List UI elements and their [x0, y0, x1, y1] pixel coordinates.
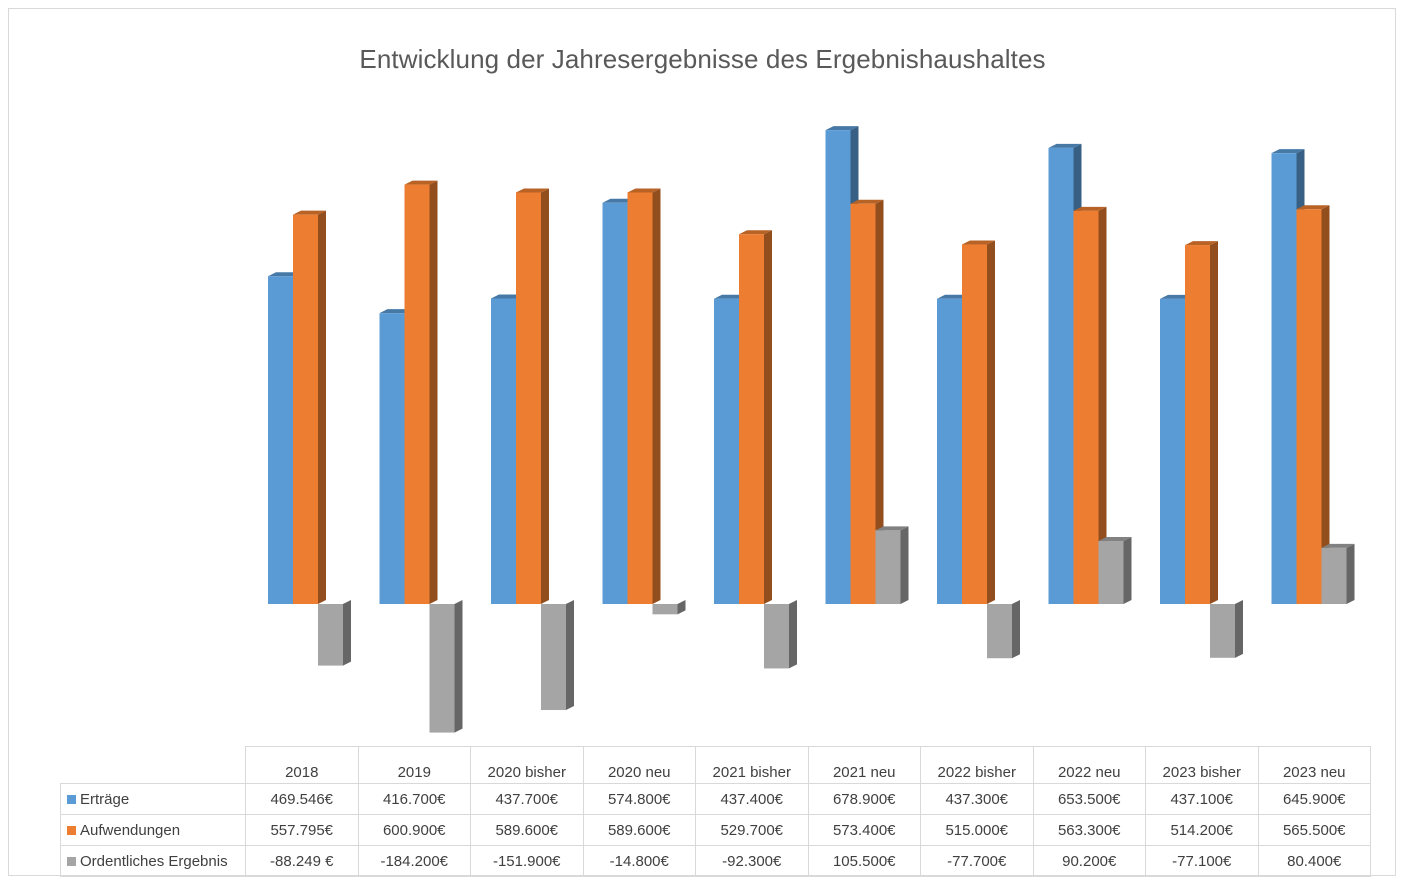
data-label: 573.400€: [807, 814, 921, 846]
data-label: -77.100€: [1145, 845, 1259, 877]
data-table-header: 2018 2019 2020 bisher 2020 neu 2021 bisher 20…: [60, 746, 1371, 784]
data-label: 515.000€: [920, 814, 1034, 846]
category-label: 2023 bisher: [1145, 746, 1259, 784]
legend-swatch: [67, 794, 76, 804]
legend-swatch: [67, 825, 76, 835]
bar-aufwendungen-9: [1296, 205, 1330, 604]
bar-aufwendungen-2: [516, 188, 549, 604]
category-label: 2020 neu: [582, 746, 696, 784]
bar-aufwendungen-5: [850, 199, 884, 605]
category-label: 2020 bisher: [470, 746, 584, 784]
bar-group-4: [714, 230, 797, 669]
data-label: 437.100€: [1145, 783, 1259, 815]
bar-aufwendungen-8: [1185, 241, 1218, 605]
bar-group-8: [1160, 241, 1243, 658]
data-label: -77.700€: [920, 845, 1034, 877]
table-row: Aufwendungen 557.795€ 600.900€ 589.600€ 589.…: [60, 814, 1371, 846]
data-label: 80.400€: [1257, 845, 1371, 877]
series-name: Ordentliches Ergebnis: [80, 852, 228, 870]
data-label: 437.700€: [470, 783, 584, 815]
table-corner: [60, 746, 246, 784]
bar-group-5: [825, 126, 909, 605]
bar-group-0: [268, 210, 351, 666]
category-label: 2019: [357, 746, 471, 784]
bar-aufwendungen-4: [739, 230, 772, 604]
chart-title: Entwicklung der Jahresergebnisse des Erg…: [359, 44, 1046, 74]
bar-ordentliches-ergebnis-6: [987, 600, 1020, 659]
data-label: 645.900€: [1257, 783, 1371, 815]
bar-group-9: [1271, 149, 1355, 604]
bar-ordentliches-ergebnis-5: [875, 526, 909, 604]
data-label: 600.900€: [357, 814, 471, 846]
series-label: Ordentliches Ergebnis: [60, 845, 246, 877]
bar-aufwendungen-3: [627, 188, 661, 604]
data-label: 574.800€: [582, 783, 696, 815]
series-label: Aufwendungen: [60, 814, 246, 846]
bar-ordentliches-ergebnis-4: [764, 600, 797, 669]
category-label: 2023 neu: [1257, 746, 1371, 784]
data-label: 563.300€: [1032, 814, 1146, 846]
bar-ordentliches-ergebnis-2: [541, 600, 574, 711]
data-label: 529.700€: [695, 814, 809, 846]
data-label: 678.900€: [807, 783, 921, 815]
bar-ordentliches-ergebnis-9: [1321, 543, 1355, 604]
data-label: 589.600€: [470, 814, 584, 846]
bar-ordentliches-ergebnis-3: [652, 600, 686, 615]
bar-aufwendungen-7: [1073, 206, 1107, 605]
bar-group-2: [491, 188, 574, 711]
bar-group-7: [1048, 143, 1132, 605]
data-label: 589.600€: [582, 814, 696, 846]
bar-aufwendungen-0: [293, 210, 326, 604]
bar-ordentliches-ergebnis-1: [429, 600, 463, 733]
data-label: 469.546€: [245, 783, 359, 815]
bar-group-6: [937, 240, 1020, 659]
bar-ordentliches-ergebnis-8: [1210, 600, 1243, 658]
data-label: 90.200€: [1032, 845, 1146, 877]
category-label: 2022 bisher: [920, 746, 1034, 784]
data-label: 557.795€: [245, 814, 359, 846]
bar-ordentliches-ergebnis-0: [318, 600, 351, 666]
bar-group-1: [379, 180, 463, 733]
bar-ordentliches-ergebnis-7: [1098, 537, 1132, 604]
series-label: Erträge: [60, 783, 246, 815]
category-label: 2018: [245, 746, 359, 784]
bar-aufwendungen-1: [404, 180, 438, 605]
table-row: Erträge 469.546€ 416.700€ 437.700€ 574.800€ 4…: [60, 783, 1371, 815]
data-label: 437.400€: [695, 783, 809, 815]
category-label: 2021 bisher: [695, 746, 809, 784]
data-label: -184.200€: [357, 845, 471, 877]
data-label: 653.500€: [1032, 783, 1146, 815]
data-label: -88.249 €: [245, 845, 359, 877]
bar-group-3: [602, 188, 686, 615]
category-label: 2022 neu: [1032, 746, 1146, 784]
data-table: 2018 2019 2020 bisher 2020 neu 2021 bisher 20…: [60, 746, 1371, 877]
category-label: 2021 neu: [807, 746, 921, 784]
data-label: 565.500€: [1257, 814, 1371, 846]
series-name: Erträge: [80, 790, 130, 808]
legend-swatch: [67, 856, 76, 866]
bar-aufwendungen-6: [962, 240, 995, 604]
data-label: 416.700€: [357, 783, 471, 815]
data-label: -92.300€: [695, 845, 809, 877]
data-label: 437.300€: [920, 783, 1034, 815]
table-row: Ordentliches Ergebnis -88.249 € -184.200€ -…: [60, 845, 1371, 877]
data-label: -151.900€: [470, 845, 584, 877]
data-label: -14.800€: [582, 845, 696, 877]
series-name: Aufwendungen: [80, 821, 181, 839]
data-label: 105.500€: [807, 845, 921, 877]
data-label: 514.200€: [1145, 814, 1259, 846]
